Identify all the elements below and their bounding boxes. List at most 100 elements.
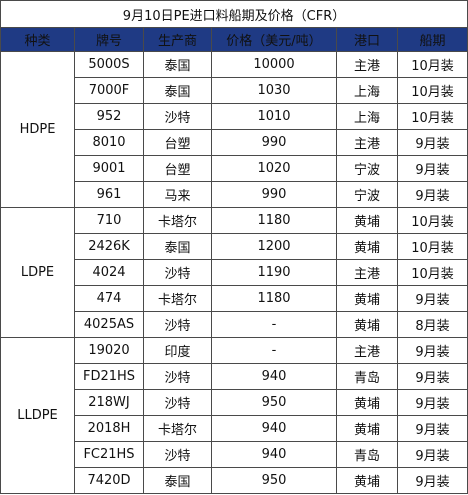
producer-cell: 沙特 xyxy=(143,441,212,468)
price-cell: 990 xyxy=(211,129,337,156)
grade-cell: 7000F xyxy=(74,77,144,104)
grade-cell: 2018H xyxy=(74,415,144,442)
shipment-cell: 9月装 xyxy=(396,415,468,442)
category-cell: LDPE xyxy=(0,207,75,338)
category-cell: HDPE xyxy=(0,51,75,208)
price-cell: 1190 xyxy=(211,259,337,286)
table-row: 218WJ 沙特 950 黄埔 9月装 xyxy=(1,389,468,416)
producer-cell: 卡塔尔 xyxy=(143,415,212,442)
title-row: 9月10日PE进口料船期及价格（CFR） xyxy=(0,0,468,28)
grade-cell: 19020 xyxy=(74,337,144,364)
shipment-cell: 10月装 xyxy=(396,77,468,104)
shipment-cell: 9月装 xyxy=(396,129,468,156)
price-cell: - xyxy=(211,311,337,338)
shipment-cell: 9月装 xyxy=(396,363,468,390)
price-cell: 950 xyxy=(211,389,337,416)
table-row: 7000F 泰国 1030 上海 10月装 xyxy=(1,77,468,104)
price-cell: 940 xyxy=(211,363,337,390)
port-cell: 黄埔 xyxy=(336,311,398,338)
price-cell: 940 xyxy=(211,415,337,442)
table-row: 961 马来 990 宁波 9月装 xyxy=(1,181,468,208)
grade-cell: 952 xyxy=(74,103,144,130)
table-row: 8010 台塑 990 主港 9月装 xyxy=(1,129,468,156)
col-header-shipment: 船期 xyxy=(396,27,468,52)
port-cell: 黄埔 xyxy=(336,207,398,234)
shipment-cell: 10月装 xyxy=(396,207,468,234)
shipment-cell: 10月装 xyxy=(396,259,468,286)
producer-cell: 沙特 xyxy=(143,311,212,338)
shipment-cell: 9月装 xyxy=(396,181,468,208)
shipment-cell: 9月装 xyxy=(396,285,468,312)
port-cell: 宁波 xyxy=(336,155,398,182)
col-header-category: 种类 xyxy=(0,27,75,52)
producer-cell: 泰国 xyxy=(143,467,212,494)
producer-cell: 台塑 xyxy=(143,155,212,182)
table-row: 9001 台塑 1020 宁波 9月装 xyxy=(1,155,468,182)
grade-cell: 474 xyxy=(74,285,144,312)
shipment-cell: 8月装 xyxy=(396,311,468,338)
shipment-cell: 9月装 xyxy=(396,155,468,182)
table-title: 9月10日PE进口料船期及价格（CFR） xyxy=(0,0,468,28)
table-row: 2426K 泰国 1200 黄埔 10月装 xyxy=(1,233,468,260)
price-cell: 990 xyxy=(211,181,337,208)
grade-cell: 7420D xyxy=(74,467,144,494)
price-cell: 1200 xyxy=(211,233,337,260)
port-cell: 青岛 xyxy=(336,441,398,468)
grade-cell: 8010 xyxy=(74,129,144,156)
price-cell: 950 xyxy=(211,467,337,494)
grade-cell: 4024 xyxy=(74,259,144,286)
col-header-port: 港口 xyxy=(336,27,398,52)
col-header-price: 价格（美元/吨） xyxy=(211,27,337,52)
producer-cell: 台塑 xyxy=(143,129,212,156)
shipment-cell: 9月装 xyxy=(396,389,468,416)
port-cell: 青岛 xyxy=(336,363,398,390)
table-row: 4025AS 沙特 - 黄埔 8月装 xyxy=(1,311,468,338)
grade-cell: FD21HS xyxy=(74,363,144,390)
port-cell: 主港 xyxy=(336,259,398,286)
price-cell: 1030 xyxy=(211,77,337,104)
grade-cell: 2426K xyxy=(74,233,144,260)
producer-cell: 沙特 xyxy=(143,103,212,130)
col-header-producer: 生产商 xyxy=(143,27,212,52)
port-cell: 黄埔 xyxy=(336,467,398,494)
port-cell: 宁波 xyxy=(336,181,398,208)
port-cell: 上海 xyxy=(336,77,398,104)
grade-cell: 961 xyxy=(74,181,144,208)
table-row: 7420D 泰国 950 黄埔 9月装 xyxy=(1,467,468,494)
category-cell: LLDPE xyxy=(0,337,75,494)
price-cell: 940 xyxy=(211,441,337,468)
port-cell: 上海 xyxy=(336,103,398,130)
shipment-cell: 10月装 xyxy=(396,103,468,130)
grade-cell: 5000S xyxy=(74,51,144,78)
port-cell: 主港 xyxy=(336,337,398,364)
table-row: LLDPE 19020 印度 - 主港 9月装 xyxy=(0,337,468,494)
shipment-cell: 9月装 xyxy=(396,441,468,468)
shipment-cell: 9月装 xyxy=(396,337,468,364)
table-row: HDPE 5000S 泰国 10000 主港 10月装 xyxy=(0,51,468,208)
grade-cell: 710 xyxy=(74,207,144,234)
price-cell: - xyxy=(211,337,337,364)
grade-cell: 9001 xyxy=(74,155,144,182)
producer-cell: 沙特 xyxy=(143,259,212,286)
port-cell: 黄埔 xyxy=(336,285,398,312)
producer-cell: 卡塔尔 xyxy=(143,207,212,234)
shipment-cell: 10月装 xyxy=(396,51,468,78)
producer-cell: 印度 xyxy=(143,337,212,364)
table-row: 952 沙特 1010 上海 10月装 xyxy=(1,103,468,130)
shipment-cell: 9月装 xyxy=(396,467,468,494)
shipment-cell: 10月装 xyxy=(396,233,468,260)
port-cell: 黄埔 xyxy=(336,389,398,416)
price-cell: 1180 xyxy=(211,285,337,312)
producer-cell: 沙特 xyxy=(143,363,212,390)
producer-cell: 马来 xyxy=(143,181,212,208)
table-row: LDPE 710 卡塔尔 1180 黄埔 10月装 xyxy=(0,207,468,338)
price-cell: 1180 xyxy=(211,207,337,234)
producer-cell: 沙特 xyxy=(143,389,212,416)
port-cell: 主港 xyxy=(336,51,398,78)
producer-cell: 卡塔尔 xyxy=(143,285,212,312)
grade-cell: FC21HS xyxy=(74,441,144,468)
producer-cell: 泰国 xyxy=(143,233,212,260)
port-cell: 黄埔 xyxy=(336,233,398,260)
